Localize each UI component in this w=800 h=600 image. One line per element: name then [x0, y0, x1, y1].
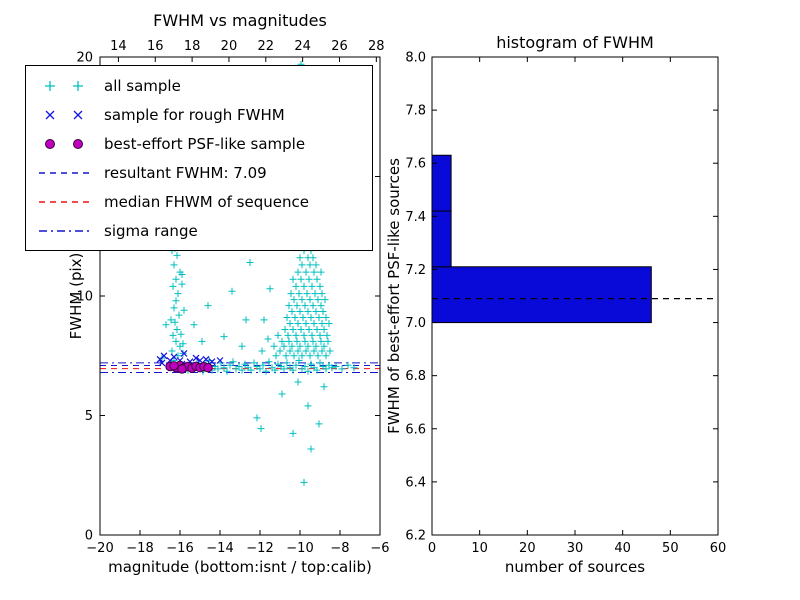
top-tick-label: 20 [221, 39, 238, 54]
legend-marker-dashed-icon [39, 200, 91, 203]
left-plot-ticks: −20 −18 −16 −14 −12 −10 −8 −6 14 16 18 20 22 24 26 28 0 5… [76, 39, 389, 556]
right-plot-title: histogram of FWHM [496, 33, 654, 52]
x-tick-label: 40 [614, 541, 631, 556]
top-tick-label: 18 [184, 39, 201, 54]
y-tick-label: 6.4 [405, 475, 426, 490]
y-tick-label: 6.8 [405, 369, 426, 384]
right-plot-xlabel: number of sources [504, 558, 646, 576]
legend-item: resultant FWHM: 7.09 [26, 158, 372, 187]
legend-marker-circle-icon [45, 138, 83, 149]
y-tick-label: 0 [85, 529, 93, 544]
y-tick-label: 7.0 [405, 316, 426, 331]
y-tick-label: 20 [76, 51, 93, 66]
top-tick-label: 14 [110, 39, 127, 54]
circle-marker [177, 364, 187, 374]
legend-label: sample for rough FWHM [104, 105, 285, 124]
x-tick-label: −8 [330, 541, 349, 556]
x-tick-label: 20 [519, 541, 536, 556]
y-tick-label: 6.2 [405, 529, 426, 544]
legend-item: best-effort PSF-like sample [26, 129, 372, 158]
top-tick-label: 16 [147, 39, 164, 54]
y-tick-label: 7.2 [405, 263, 426, 278]
x-tick-label: 0 [428, 541, 436, 556]
top-tick-label: 24 [294, 39, 311, 54]
series-sample-for-rough-fwhm [156, 349, 224, 368]
legend-marker-plus-icon [45, 80, 83, 91]
right-plot-ticks: 0 10 20 30 40 50 60 6.2 6.4 6.6 6.8 7.0 7.2 7.4 7.6 7.8… [405, 51, 726, 557]
legend-marker-x-icon [45, 110, 83, 119]
x-tick-label: 60 [710, 541, 727, 556]
x-tick-label: 30 [567, 541, 584, 556]
legend-label: all sample [104, 76, 181, 95]
circle-marker [203, 363, 213, 373]
x-tick-label: −10 [286, 541, 313, 556]
left-plot-title: FWHM vs magnitudes [153, 11, 327, 30]
y-tick-label: 8.0 [405, 51, 426, 66]
x-tick-label: −12 [246, 541, 273, 556]
top-tick-label: 22 [258, 39, 275, 54]
top-tick-label: 28 [368, 39, 385, 54]
y-tick-label: 6.6 [405, 422, 426, 437]
y-tick-label: 7.8 [405, 104, 426, 119]
hist-bar [431, 266, 652, 324]
y-tick-label: 7.6 [405, 157, 426, 172]
legend-item: sample for rough FWHM [26, 100, 372, 129]
hist-bar [431, 210, 452, 268]
legend-item: median FHWM of sequence [26, 187, 372, 216]
x-tick-label: −16 [166, 541, 193, 556]
legend-marker-dashdot-icon [39, 229, 91, 232]
top-tick-label: 26 [331, 39, 348, 54]
left-plot-xlabel: magnitude (bottom:isnt / top:calib) [108, 558, 372, 576]
x-tick-label: −14 [206, 541, 233, 556]
legend-label: median FHWM of sequence [104, 192, 309, 211]
legend-item: all sample [26, 71, 372, 100]
right-plot-ylabel: FWHM of best-effort PSF-like sources [385, 158, 403, 434]
x-tick-label: 10 [471, 541, 488, 556]
left-plot-ylabel: FWHM (pix) [67, 252, 85, 340]
legend-item: sigma range [26, 216, 372, 245]
y-tick-label: 5 [85, 409, 93, 424]
x-tick-label: −6 [370, 541, 389, 556]
x-tick-label: 50 [662, 541, 679, 556]
y-tick-label: 10 [76, 290, 93, 305]
x-tick-label: −20 [86, 541, 113, 556]
legend-marker-dashed-icon [39, 171, 91, 174]
legend-label: best-effort PSF-like sample [104, 134, 306, 153]
legend: all sample sample for rough FWHM best-effo… [25, 65, 373, 251]
x-markers [156, 349, 224, 368]
right-plot: 0 10 20 30 40 50 60 6.2 6.4 6.6 6.8 7.0 7.2 7.4 7.6 7.8… [405, 51, 726, 557]
y-tick-label: 7.4 [405, 210, 426, 225]
x-tick-label: −18 [126, 541, 153, 556]
legend-label: resultant FWHM: 7.09 [104, 163, 267, 182]
circle-marker [169, 361, 179, 371]
left-plot: −20 −18 −16 −14 −12 −10 −8 −6 14 16 18 20 22 24 26 28 0 5… [76, 39, 389, 556]
series-best-effort-psf-like-sample [165, 360, 213, 374]
legend-label: sigma range [104, 221, 198, 240]
